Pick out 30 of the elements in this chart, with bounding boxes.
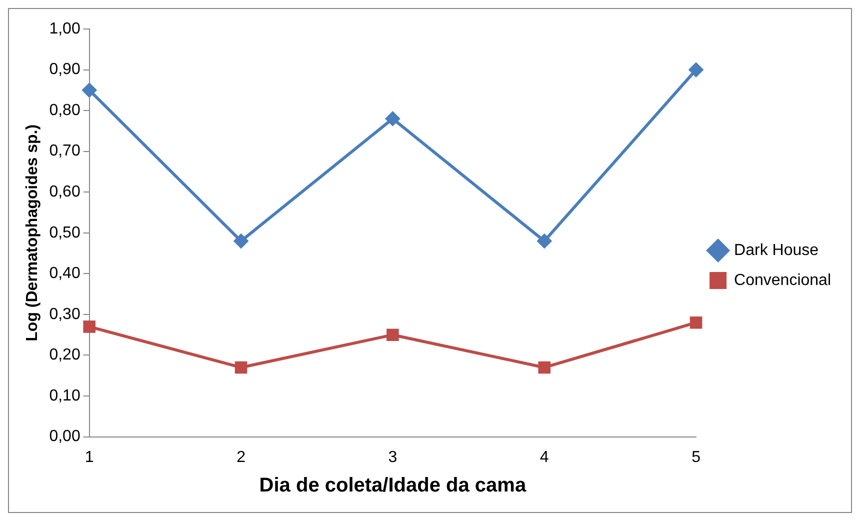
x-tick-label: 3 [388, 448, 398, 466]
y-tick-label: 0,50 [49, 224, 80, 242]
point [82, 82, 97, 98]
y-tick-label: 0,70 [49, 142, 80, 160]
point [83, 320, 96, 333]
point [386, 328, 399, 342]
y-tick-label: 0,80 [49, 102, 80, 119]
point [234, 361, 248, 374]
point [690, 316, 702, 329]
x-tick-label: 5 [692, 448, 701, 466]
x-tick-label: 2 [236, 448, 246, 466]
y-tick-label: 0,40 [49, 265, 80, 282]
point [385, 111, 400, 126]
x-tick-label: 1 [84, 448, 94, 466]
y-tick-label: 0,00 [49, 428, 80, 446]
legend-label: Convencional [734, 272, 831, 289]
x-tick-label: 4 [540, 448, 549, 466]
point [688, 62, 704, 78]
y-tick-label: 0,30 [49, 306, 80, 323]
y-tick-label: 1,00 [49, 20, 80, 38]
point [538, 361, 551, 374]
x-axis-title: Dia de coleta/Idade da cama [259, 474, 527, 497]
y-tick-label: 0,20 [49, 346, 80, 364]
y-axis-title: Log (Dermatophagoides sp.) [24, 124, 42, 342]
y-tick-label: 0,10 [49, 387, 80, 404]
legend-label: Dark House [734, 242, 819, 259]
y-tick-label: 0,60 [49, 184, 80, 201]
y-tick-label: 0,90 [49, 61, 80, 78]
point [536, 234, 552, 249]
point [234, 234, 249, 249]
